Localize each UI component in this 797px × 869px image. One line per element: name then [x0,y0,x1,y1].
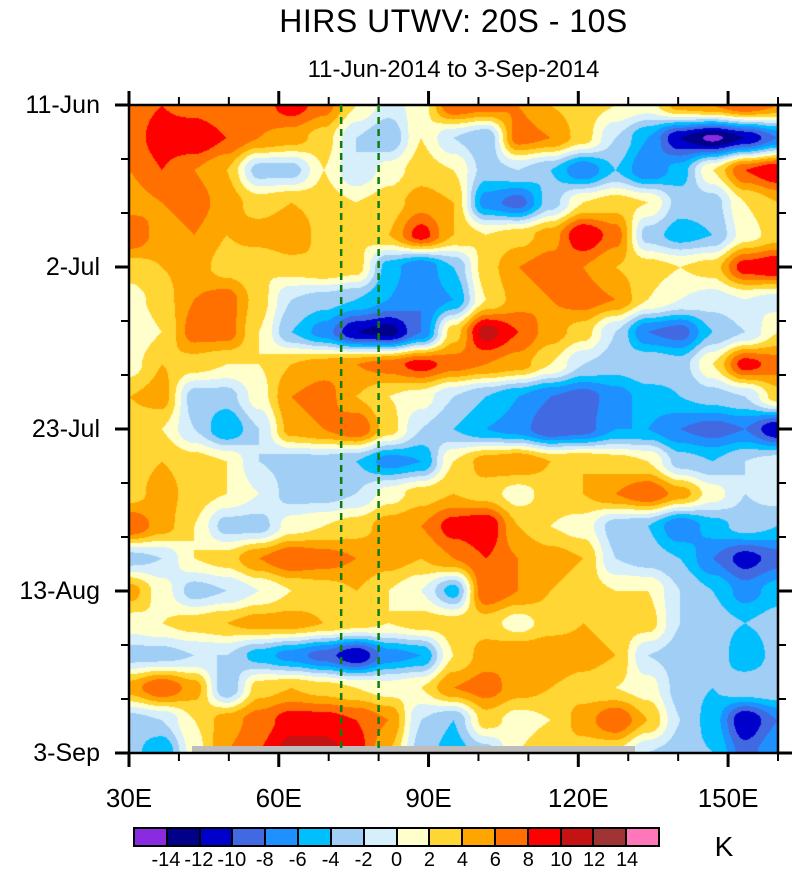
missing-data-band [192,746,635,753]
colorbar-tick-label: 4 [456,849,468,869]
colorbar-box [428,827,464,847]
colorbar-box [526,827,562,847]
colorbar-box [165,827,201,847]
plot-subtitle: 11-Jun-2014 to 3-Sep-2014 [307,56,600,83]
colorbar-tick-label: 12 [583,849,606,869]
colorbar-box [231,827,267,847]
colorbar-tick-label: -6 [288,849,307,869]
colorbar-box [461,827,496,847]
colorbar-box [625,827,660,847]
colorbar-units-label: K [714,831,734,862]
colorbar-box [559,827,595,847]
x-axis-label: 120E [547,783,609,813]
plot-title: HIRS UTWV: 20S - 10S [279,3,628,39]
colorbar-tick-label: 10 [550,849,573,869]
colorbar-tick-label: 2 [423,849,435,869]
colorbar-box [264,827,300,847]
hovmoller-canvas [129,105,778,753]
colorbar-box [493,827,529,847]
y-axis-label: 11-Jun [25,91,100,119]
x-axis-label: 90E [405,783,452,813]
colorbar-box [198,827,234,847]
x-axis-label: 60E [255,783,302,813]
colorbar-tick-label: -12 [184,849,214,869]
colorbar-tick-label: 14 [615,849,639,869]
colorbar-tick-label: 6 [489,849,501,869]
colorbar-tick-label: -8 [255,849,274,869]
x-axis-label: 30E [105,783,153,813]
colorbar-tick-label: 0 [390,849,403,869]
y-axis-label: 2-Jul [45,253,100,281]
colorbar-box [297,827,332,847]
colorbar-tick-label: -10 [217,849,247,869]
y-axis-label: 3-Sep [33,739,100,767]
colorbar-tick-label: -2 [354,849,373,869]
colorbar-tick-label: -14 [151,849,181,869]
colorbar [133,827,660,847]
colorbar-tick-label: -4 [321,849,340,869]
colorbar-box [592,827,628,847]
colorbar-box [133,827,168,847]
x-axis-label: 150E [697,783,759,813]
colorbar-box [362,827,398,847]
y-axis-label: 23-Jul [31,415,100,443]
colorbar-tick-label: 8 [522,849,534,869]
colorbar-box [329,827,365,847]
colorbar-box [395,827,431,847]
y-axis-label: 13-Aug [19,577,100,605]
